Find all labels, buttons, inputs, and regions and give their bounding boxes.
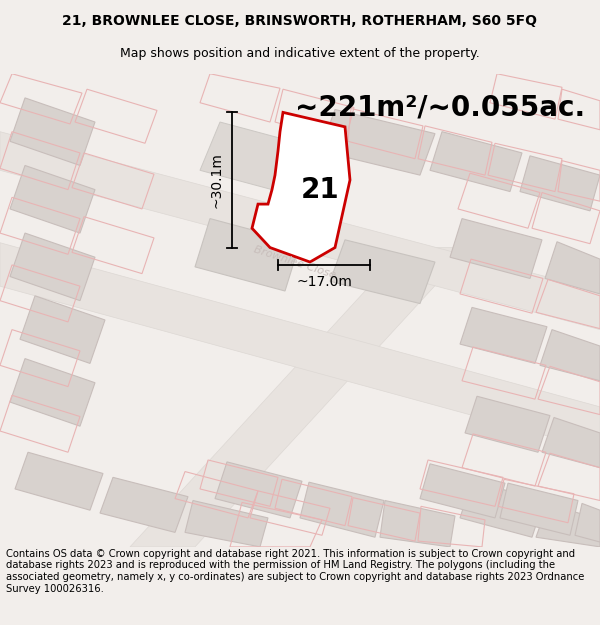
Text: ~30.1m: ~30.1m — [210, 152, 224, 208]
Polygon shape — [320, 109, 435, 175]
Polygon shape — [10, 98, 95, 166]
Polygon shape — [536, 503, 600, 547]
Polygon shape — [542, 418, 600, 468]
Polygon shape — [465, 396, 550, 452]
Text: Map shows position and indicative extent of the property.: Map shows position and indicative extent… — [120, 47, 480, 59]
Polygon shape — [520, 156, 600, 211]
Text: Contains OS data © Crown copyright and database right 2021. This information is : Contains OS data © Crown copyright and d… — [6, 549, 584, 594]
Polygon shape — [545, 242, 600, 294]
Polygon shape — [380, 501, 455, 547]
Polygon shape — [300, 482, 384, 538]
Polygon shape — [460, 481, 544, 538]
Polygon shape — [575, 503, 600, 542]
Polygon shape — [10, 359, 95, 426]
Polygon shape — [10, 233, 95, 301]
Polygon shape — [195, 219, 300, 291]
Polygon shape — [20, 296, 105, 363]
Polygon shape — [130, 248, 470, 547]
Polygon shape — [10, 166, 95, 233]
Polygon shape — [215, 462, 302, 518]
Polygon shape — [500, 483, 578, 535]
Polygon shape — [430, 132, 522, 191]
Polygon shape — [252, 112, 350, 262]
Text: Brownlee Close: Brownlee Close — [253, 244, 337, 280]
Polygon shape — [185, 501, 268, 547]
Polygon shape — [420, 464, 505, 518]
Polygon shape — [330, 240, 435, 304]
Text: 21: 21 — [301, 176, 340, 204]
Text: ~221m²/~0.055ac.: ~221m²/~0.055ac. — [295, 94, 585, 121]
Polygon shape — [0, 242, 600, 451]
Polygon shape — [450, 219, 542, 279]
Polygon shape — [460, 308, 547, 363]
Polygon shape — [540, 329, 600, 381]
Polygon shape — [15, 452, 103, 510]
Text: 21, BROWNLEE CLOSE, BRINSWORTH, ROTHERHAM, S60 5FQ: 21, BROWNLEE CLOSE, BRINSWORTH, ROTHERHA… — [62, 14, 538, 28]
Text: ~17.0m: ~17.0m — [296, 274, 352, 289]
Polygon shape — [100, 478, 188, 532]
Polygon shape — [200, 122, 310, 194]
Polygon shape — [0, 132, 600, 329]
